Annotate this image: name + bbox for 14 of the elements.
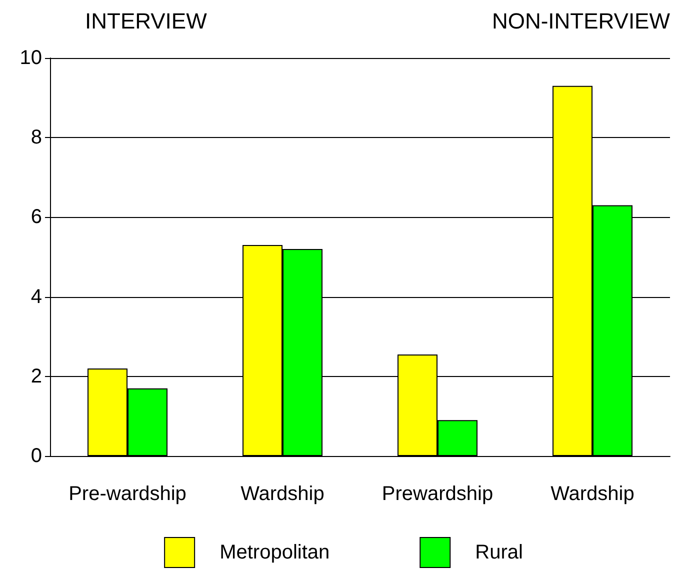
y-tick-label: 2 (30, 365, 42, 388)
x-tick-label: Prewardship (382, 483, 494, 505)
text: INTERVIEW (85, 8, 208, 34)
x-tick-label: Wardship (240, 483, 324, 505)
x-tick-label: Wardship (550, 483, 634, 505)
y-tick-label: 6 (30, 206, 42, 228)
y-tick-label: 10 (20, 47, 42, 69)
y-tick-label: 8 (30, 126, 42, 149)
text: NON-INTERVIEW (492, 8, 670, 34)
legend-label: Rural (475, 542, 523, 564)
y-tick-label: 4 (30, 286, 42, 308)
x-tick-label: Pre-wardship (68, 483, 186, 505)
legend-label: Metropolitan (220, 542, 330, 564)
y-tick-label: 0 (30, 445, 42, 467)
